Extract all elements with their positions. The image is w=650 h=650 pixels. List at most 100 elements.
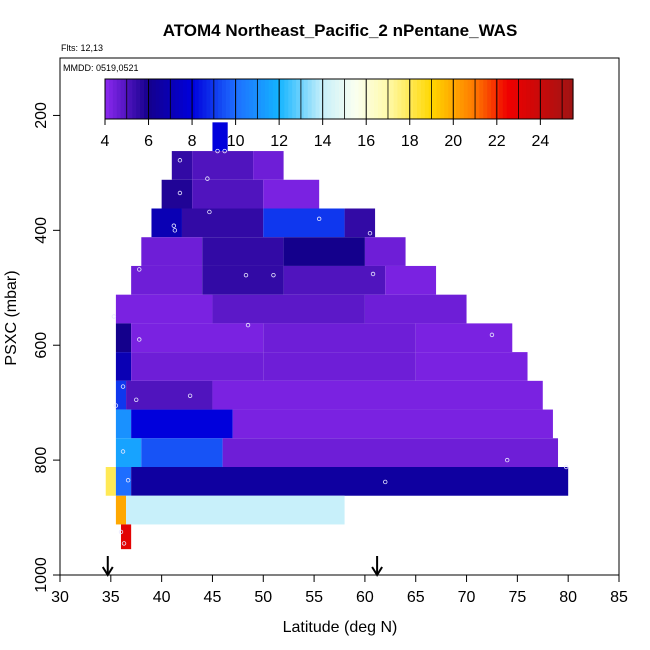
colorbar-segment (424, 79, 430, 119)
colorbar-segment (128, 79, 133, 119)
colorbar-segment (541, 79, 547, 119)
colorbar-segment (428, 79, 434, 119)
sample-marker (207, 209, 212, 215)
colorbar-segment (565, 79, 570, 119)
x-axis-label: Latitude (deg N) (283, 619, 398, 636)
curtain-cell (283, 265, 386, 295)
curtain-cell (385, 265, 437, 295)
curtain-cell (115, 495, 127, 525)
curtain-cell (141, 438, 223, 468)
colorbar-segment (105, 79, 110, 119)
colorbar-segment (108, 79, 114, 119)
curtain-cell (263, 179, 320, 209)
curtain-cell (126, 380, 213, 410)
x-tick-label: 30 (51, 589, 69, 606)
x-tick-label: 40 (153, 589, 171, 606)
colorbar-segment (417, 79, 422, 119)
colorbar-segment (229, 79, 235, 119)
colorbar-segment (144, 79, 149, 119)
curtain-cells (105, 122, 569, 550)
colorbar-tick-label: 6 (144, 133, 153, 150)
curtain-cell (115, 467, 132, 496)
sample-marker (137, 337, 142, 342)
sample-marker (120, 449, 126, 454)
curtain-cell (364, 294, 467, 324)
colorbar-frame (104, 78, 574, 120)
colorbar-segment (467, 79, 473, 119)
colorbar-tick-label: 12 (270, 133, 288, 150)
colorbar-segment (198, 79, 204, 119)
x-tick-label: 70 (458, 589, 476, 606)
curtain-cell (263, 323, 416, 353)
curtain-cell (115, 409, 132, 439)
colorbar-segment (190, 79, 196, 119)
colorbar-segment (378, 79, 383, 119)
sample-marker (316, 216, 322, 222)
colorbar-tick-label: 20 (444, 133, 462, 150)
sample-marker (222, 148, 227, 154)
colorbar-tick-label: 4 (101, 133, 110, 150)
colorbar-segment (300, 79, 305, 119)
colorbar-segment (183, 79, 188, 119)
sample-marker (121, 541, 127, 546)
colorbar-segment (362, 79, 367, 119)
colorbar-segment (335, 79, 340, 119)
curtain-cell (212, 122, 228, 152)
sample-marker (111, 314, 117, 319)
curtain-cell (131, 467, 569, 496)
colorbar-segment (483, 79, 488, 119)
colorbar-segment (167, 79, 172, 119)
x-tick-label: 75 (508, 589, 526, 606)
colorbar-segment (319, 79, 324, 119)
colorbar-segment (518, 79, 523, 119)
colorbar-segment (120, 79, 126, 119)
colorbar-segment (280, 79, 285, 119)
colorbar-segment (526, 79, 531, 119)
colorbar-segment (510, 79, 516, 119)
curtain-cell (415, 352, 528, 381)
flight-arrow (101, 556, 114, 577)
curtain-cell (283, 237, 365, 266)
colorbar-segment (253, 79, 258, 119)
sample-marker (118, 529, 124, 535)
curtain-cell (131, 323, 264, 353)
colorbar-segment (456, 79, 461, 119)
sample-marker (113, 403, 119, 408)
colorbar-segment (354, 79, 360, 119)
sample-marker (383, 479, 388, 485)
colorbar-segment (245, 79, 250, 119)
colorbar-segment (264, 79, 270, 119)
colorbar-segment (331, 79, 336, 119)
curtain-cell (115, 294, 213, 324)
colorbar-segment (225, 79, 231, 119)
colorbar: 4 6 8 10 12 14 16 18 20 22 24 (101, 78, 574, 150)
curtain-cell (131, 265, 203, 295)
curtain-cell (232, 409, 553, 439)
colorbar-segment (498, 79, 504, 119)
sample-marker (120, 384, 126, 389)
colorbar-segment (292, 79, 297, 119)
colorbar-segment (175, 79, 180, 119)
curtain-cell (115, 352, 132, 381)
colorbar-segment (237, 79, 243, 119)
colorbar-segment (393, 79, 399, 119)
colorbar-segment (268, 79, 274, 119)
colorbar-segment (436, 79, 441, 119)
colorbar-segment (487, 79, 492, 119)
curtain-cell (212, 294, 365, 324)
sample-marker (271, 272, 276, 278)
colorbar-segment (147, 79, 153, 119)
colorbar-segment (491, 79, 496, 119)
curtain-cell (131, 409, 233, 439)
colorbar-segment (132, 79, 137, 119)
colorbar-segment (346, 79, 352, 119)
colorbar-segment (179, 79, 184, 119)
colorbar-segment (514, 79, 519, 119)
curtain-cell (344, 208, 376, 238)
colorbar-tick-label: 10 (227, 133, 245, 150)
colorbar-segment (561, 79, 566, 119)
colorbar-tick-label: 18 (401, 133, 419, 150)
curtain-cell (141, 237, 203, 266)
y-axis: 200 400 600 800 1000 (33, 102, 60, 593)
colorbar-segment (311, 79, 317, 119)
